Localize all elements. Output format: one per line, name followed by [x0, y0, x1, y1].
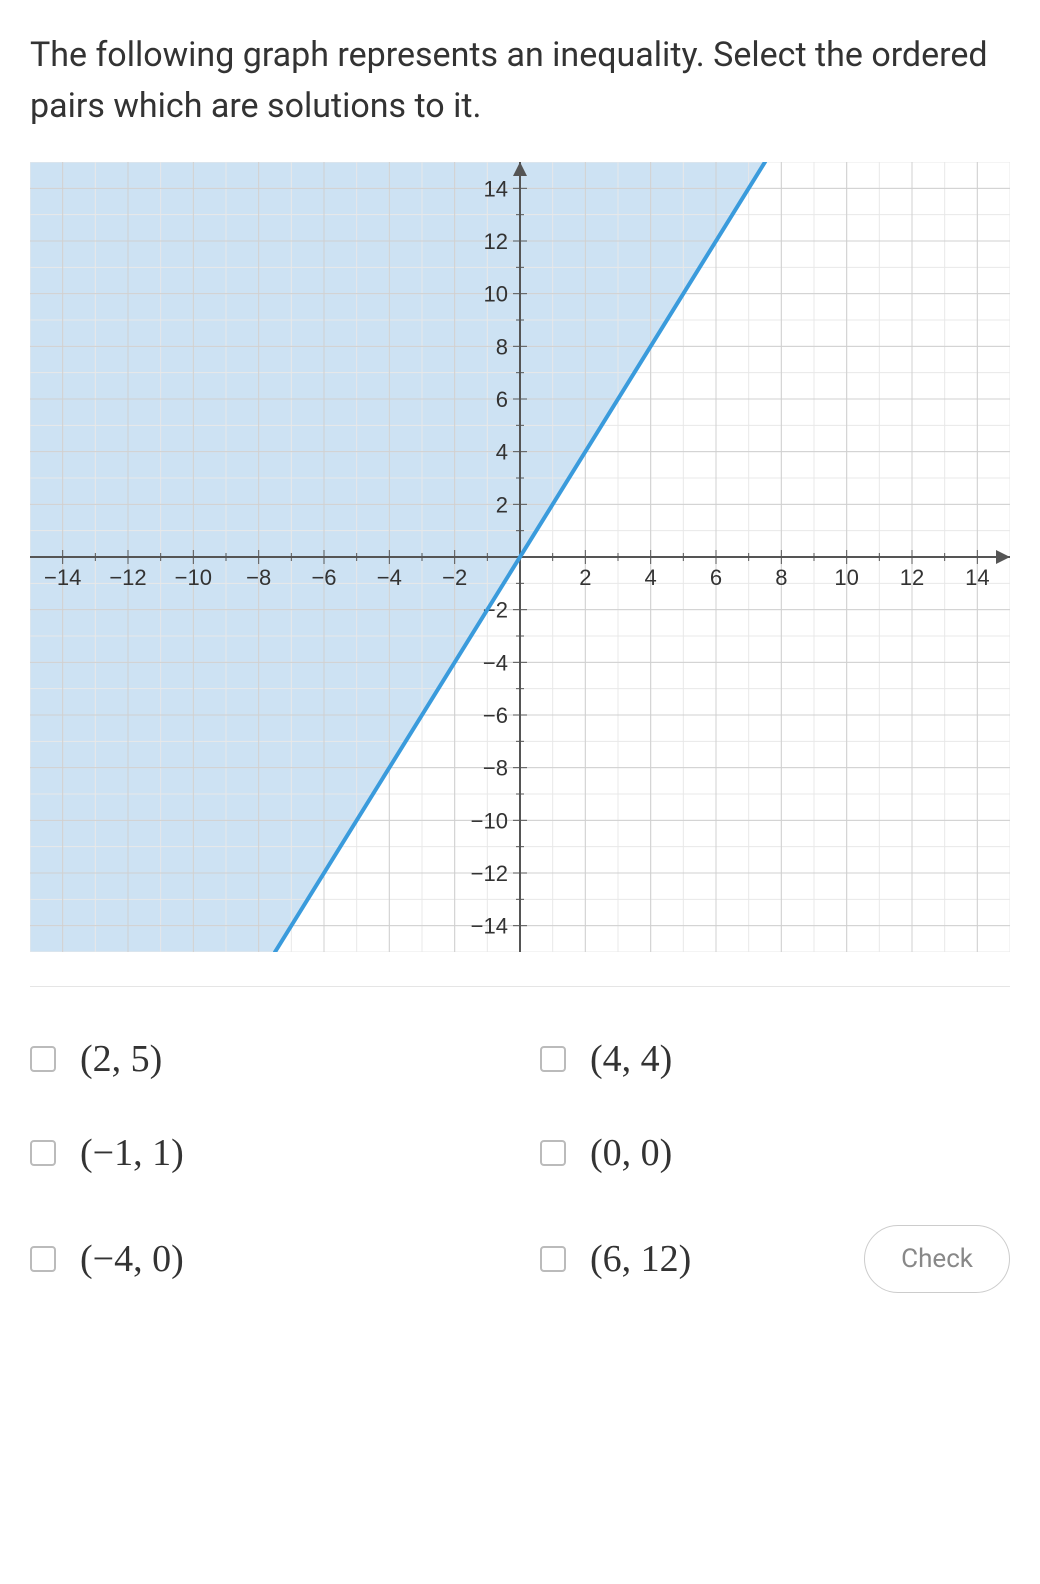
option-label: (2, 5)	[80, 1037, 162, 1081]
svg-text:−6: −6	[311, 565, 336, 590]
svg-text:14: 14	[965, 565, 989, 590]
svg-text:−2: −2	[442, 565, 467, 590]
svg-text:−12: −12	[471, 861, 508, 886]
option-2[interactable]: (−1, 1)	[30, 1131, 500, 1175]
svg-text:−6: −6	[483, 703, 508, 728]
svg-text:6: 6	[496, 387, 508, 412]
svg-text:−8: −8	[483, 756, 508, 781]
svg-text:−4: −4	[377, 565, 402, 590]
option-label: (6, 12)	[590, 1237, 691, 1281]
inequality-graph: −14−12−10−8−6−4−224681012141412108642−2−…	[30, 162, 1010, 956]
svg-text:−10: −10	[471, 808, 508, 833]
option-label: (4, 4)	[590, 1037, 672, 1081]
svg-text:8: 8	[496, 334, 508, 359]
svg-text:14: 14	[484, 176, 508, 201]
option-3[interactable]: (0, 0)	[540, 1131, 1010, 1175]
svg-text:−4: −4	[483, 650, 508, 675]
divider	[30, 986, 1010, 987]
svg-text:2: 2	[496, 492, 508, 517]
svg-text:12: 12	[900, 565, 924, 590]
options-grid: (2, 5) (4, 4) (−1, 1) (0, 0) (−4, 0) (6,…	[30, 1037, 1010, 1293]
svg-text:4: 4	[496, 440, 508, 465]
checkbox-icon	[540, 1046, 566, 1072]
check-button[interactable]: Check	[864, 1225, 1010, 1293]
svg-text:10: 10	[834, 565, 858, 590]
svg-text:6: 6	[710, 565, 722, 590]
svg-text:8: 8	[775, 565, 787, 590]
checkbox-icon	[540, 1246, 566, 1272]
option-5[interactable]: (6, 12)	[540, 1237, 691, 1281]
option-label: (0, 0)	[590, 1131, 672, 1175]
checkbox-icon	[30, 1246, 56, 1272]
svg-text:−14: −14	[44, 565, 81, 590]
option-1[interactable]: (4, 4)	[540, 1037, 1010, 1081]
option-4[interactable]: (−4, 0)	[30, 1237, 500, 1281]
option-label: (−4, 0)	[80, 1237, 184, 1281]
svg-text:4: 4	[645, 565, 657, 590]
option-label: (−1, 1)	[80, 1131, 184, 1175]
svg-text:−8: −8	[246, 565, 271, 590]
checkbox-icon	[540, 1140, 566, 1166]
question-text: The following graph represents an inequa…	[30, 30, 1010, 132]
svg-text:−10: −10	[175, 565, 212, 590]
checkbox-icon	[30, 1046, 56, 1072]
svg-text:10: 10	[484, 282, 508, 307]
checkbox-icon	[30, 1140, 56, 1166]
svg-text:−14: −14	[471, 914, 508, 939]
option-0[interactable]: (2, 5)	[30, 1037, 500, 1081]
svg-text:−12: −12	[109, 565, 146, 590]
svg-text:12: 12	[484, 229, 508, 254]
svg-text:2: 2	[579, 565, 591, 590]
